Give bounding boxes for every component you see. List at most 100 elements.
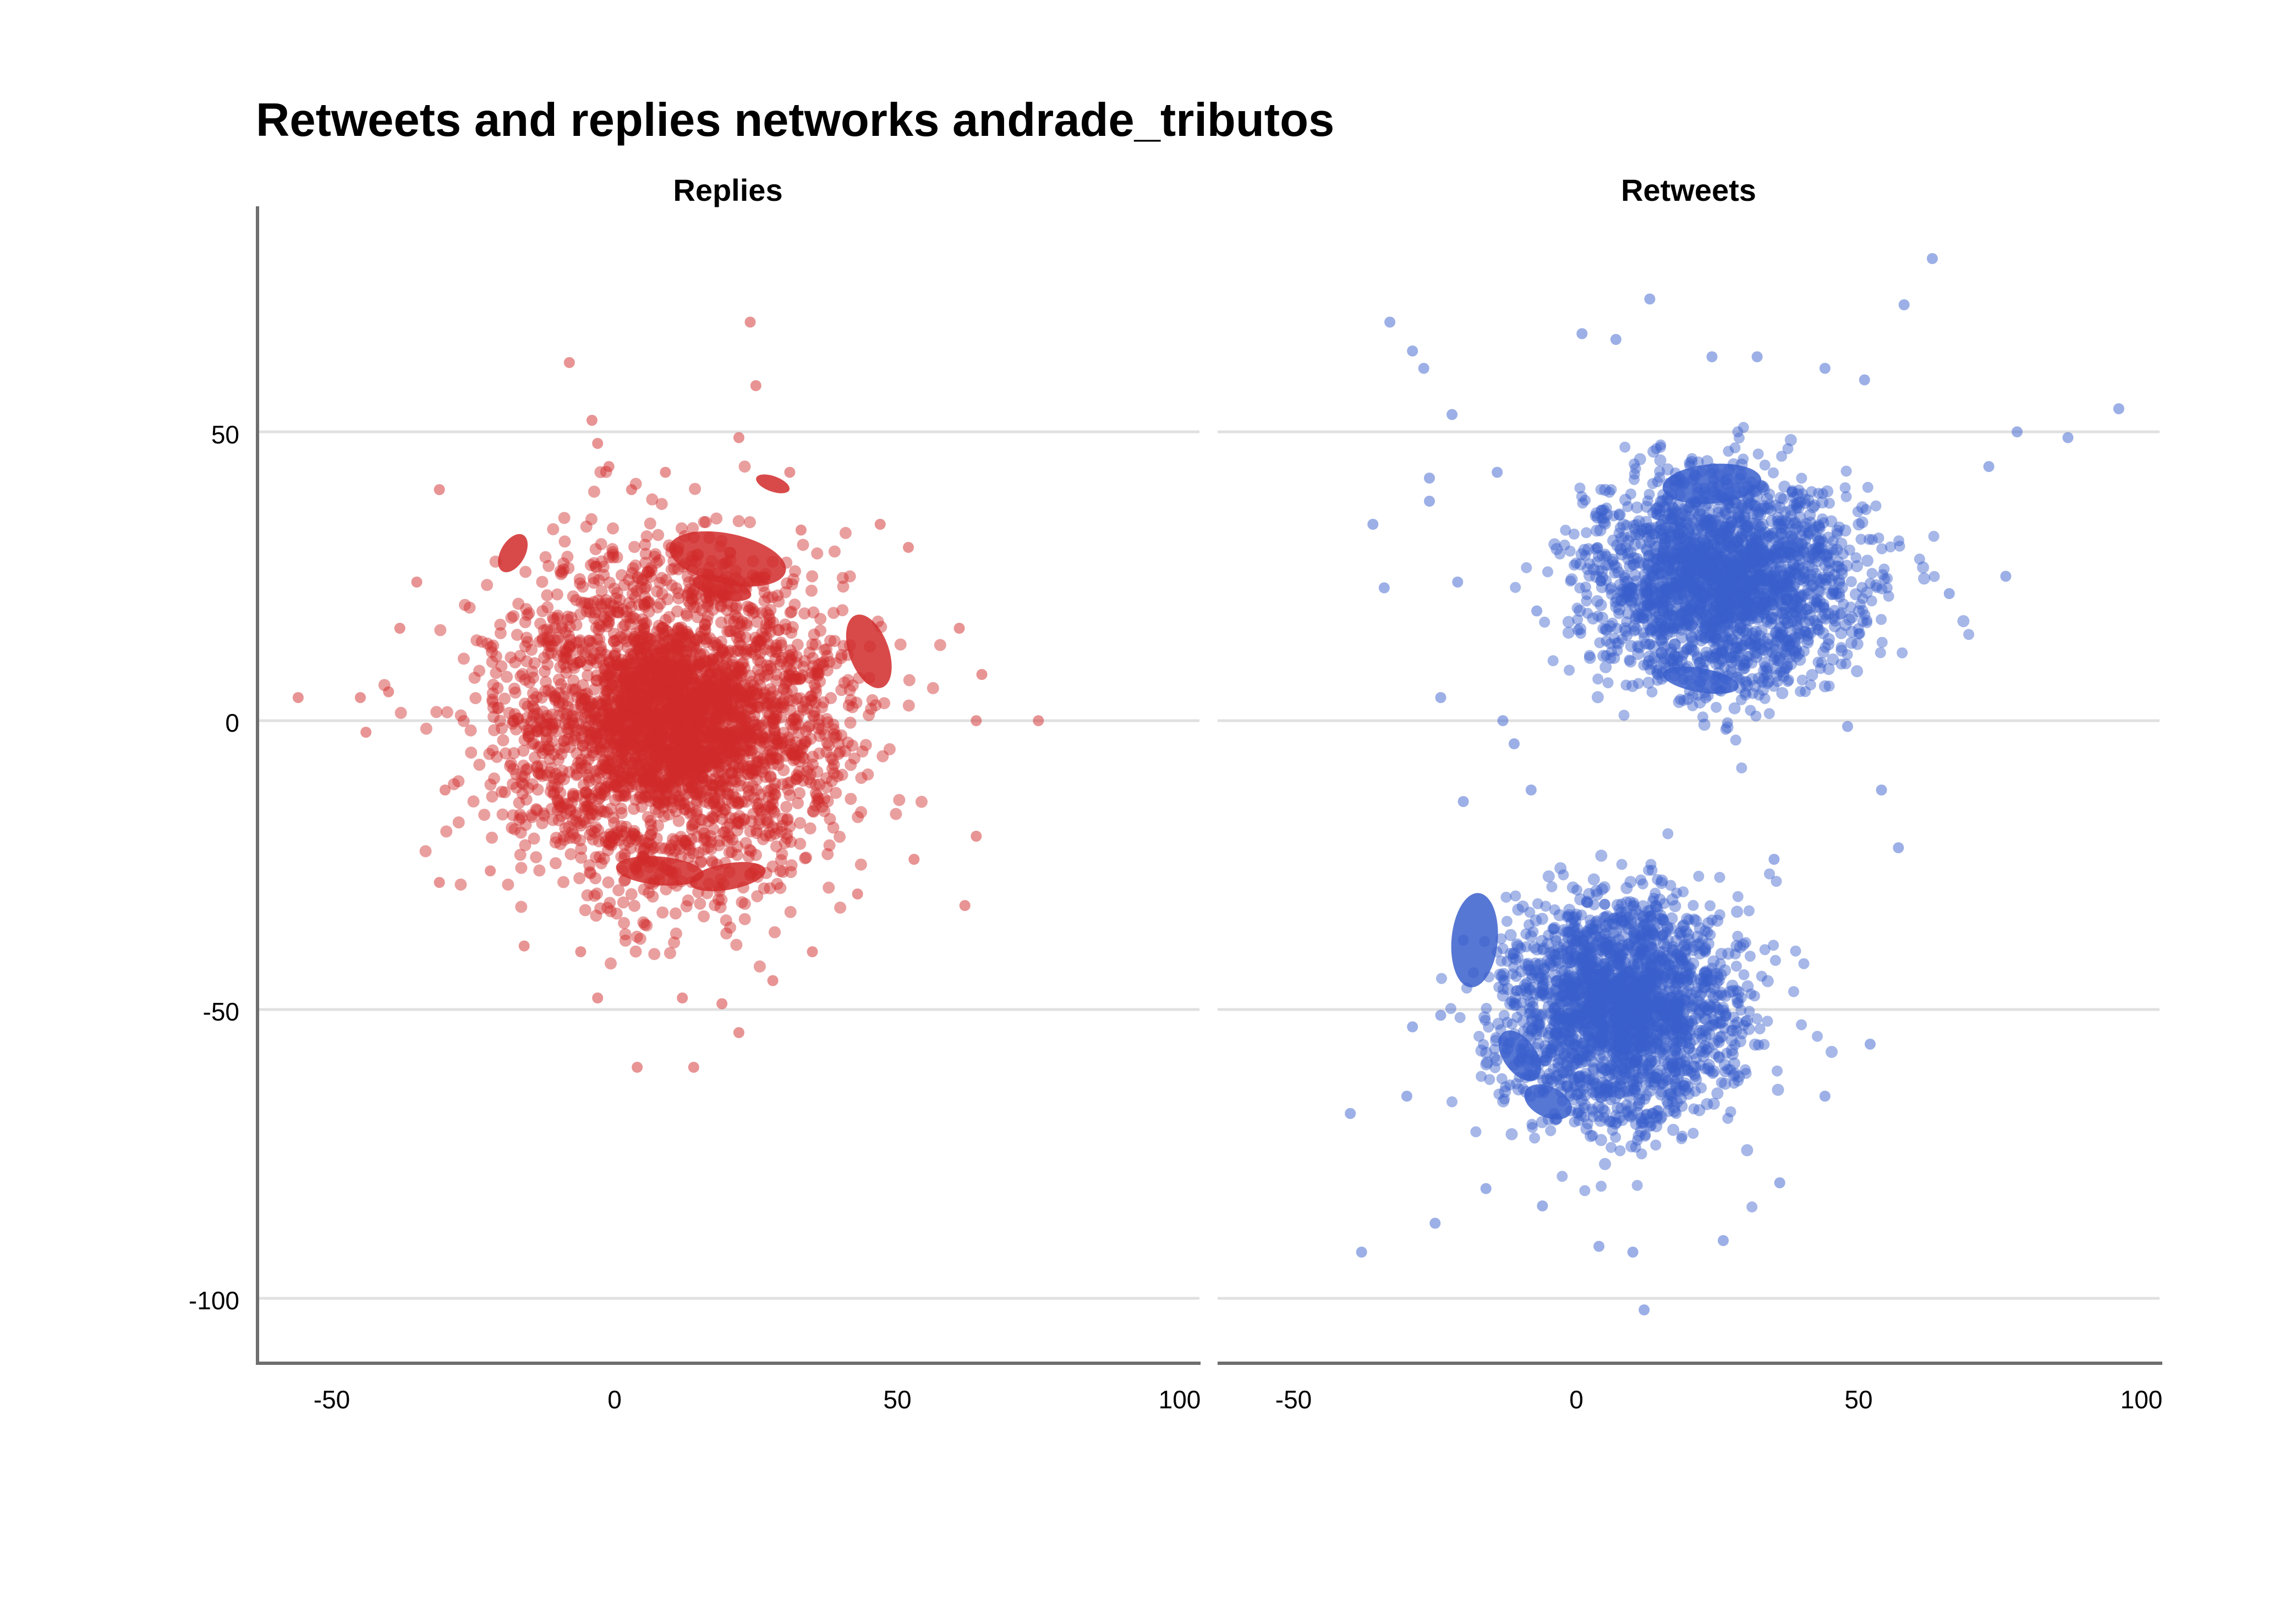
scatter-point — [716, 751, 728, 764]
scatter-point — [536, 605, 549, 617]
scatter-point — [707, 796, 720, 809]
scatter-point — [675, 621, 688, 634]
scatter-point — [670, 725, 683, 737]
scatter-point — [876, 750, 889, 762]
scatter-point — [654, 744, 666, 756]
scatter-point — [751, 798, 764, 810]
scatter-point — [747, 764, 760, 776]
scatter-point — [717, 683, 730, 695]
scatter-point — [780, 687, 793, 699]
scatter-point — [725, 704, 737, 717]
scatter-point — [739, 730, 752, 742]
scatter-point — [478, 809, 491, 821]
scatter-point — [528, 737, 540, 749]
scatter-point — [649, 692, 662, 705]
scatter-point — [754, 634, 767, 646]
scatter-point — [736, 795, 749, 808]
scatter-point — [837, 580, 850, 593]
scatter-point — [609, 671, 622, 684]
scatter-point — [606, 691, 619, 704]
scatter-point — [662, 781, 675, 793]
scatter-point — [561, 646, 573, 659]
scatter-point — [673, 662, 686, 675]
scatter-point — [627, 764, 640, 776]
scatter-point — [588, 485, 600, 498]
scatter-point — [752, 636, 765, 648]
scatter-point — [394, 623, 406, 634]
scatter-point — [783, 744, 796, 756]
scatter-point — [894, 638, 907, 651]
scatter-point — [650, 723, 662, 736]
scatter-point — [519, 839, 531, 852]
scatter-point — [598, 659, 610, 672]
scatter-point — [691, 709, 704, 721]
scatter-point — [754, 647, 766, 659]
scatter-point — [731, 683, 744, 695]
scatter-point — [570, 769, 583, 781]
scatter-point — [665, 659, 678, 672]
scatter-point — [602, 876, 615, 888]
scatter-point — [643, 654, 655, 667]
scatter-point — [594, 699, 607, 711]
scatter-point — [631, 702, 643, 715]
scatter-point — [654, 633, 666, 645]
scatter-point — [629, 750, 642, 763]
scatter-point — [616, 706, 628, 718]
scatter-point — [802, 721, 815, 733]
scatter-point — [589, 773, 602, 786]
scatter-point — [617, 735, 629, 748]
scatter-point — [789, 670, 802, 683]
scatter-point — [707, 697, 720, 710]
scatter-point — [663, 611, 676, 623]
scatter-point — [583, 859, 596, 871]
scatter-point — [669, 907, 682, 920]
scatter-point — [628, 829, 641, 842]
scatter-point — [780, 623, 792, 635]
scatter-point — [528, 657, 541, 670]
scatter-point — [658, 682, 671, 695]
scatter-point — [566, 797, 578, 809]
scatter-point — [610, 780, 623, 793]
scatter-point — [752, 634, 764, 647]
scatter-point — [644, 517, 656, 530]
scatter-point — [739, 631, 752, 644]
scatter-point — [735, 663, 747, 676]
scatter-point — [561, 694, 574, 707]
scatter-point — [600, 699, 613, 712]
scatter-point — [574, 634, 586, 646]
scatter-point — [677, 704, 689, 716]
scatter-point — [834, 901, 847, 914]
scatter-point — [793, 673, 806, 685]
scatter-point — [828, 545, 841, 558]
scatter-point — [557, 651, 570, 663]
scatter-point — [601, 671, 613, 684]
scatter-point — [730, 673, 743, 685]
scatter-point — [660, 467, 671, 478]
scatter-point — [727, 738, 740, 750]
scatter-point — [730, 939, 743, 951]
scatter-point — [486, 831, 498, 844]
scatter-point — [582, 769, 595, 782]
scatter-point — [588, 826, 601, 839]
scatter-point — [610, 655, 623, 668]
scatter-point — [605, 803, 617, 815]
scatter-point — [613, 714, 626, 726]
scatter-point — [758, 595, 771, 607]
scatter-point — [806, 690, 818, 703]
scatter-point — [722, 708, 735, 721]
scatter-point — [655, 716, 667, 728]
scatter-point — [542, 647, 555, 660]
scatter-point — [554, 661, 567, 673]
scatter-point — [691, 712, 704, 725]
scatter-point — [467, 795, 480, 808]
scatter-point — [542, 743, 555, 755]
scatter-point — [785, 836, 797, 848]
scatter-point — [603, 838, 616, 851]
scatter-point — [763, 800, 775, 813]
scatter-point — [715, 780, 728, 792]
scatter-point — [651, 708, 664, 721]
scatter-point — [725, 846, 738, 858]
scatter-point — [506, 717, 519, 730]
scatter-point — [520, 655, 533, 668]
